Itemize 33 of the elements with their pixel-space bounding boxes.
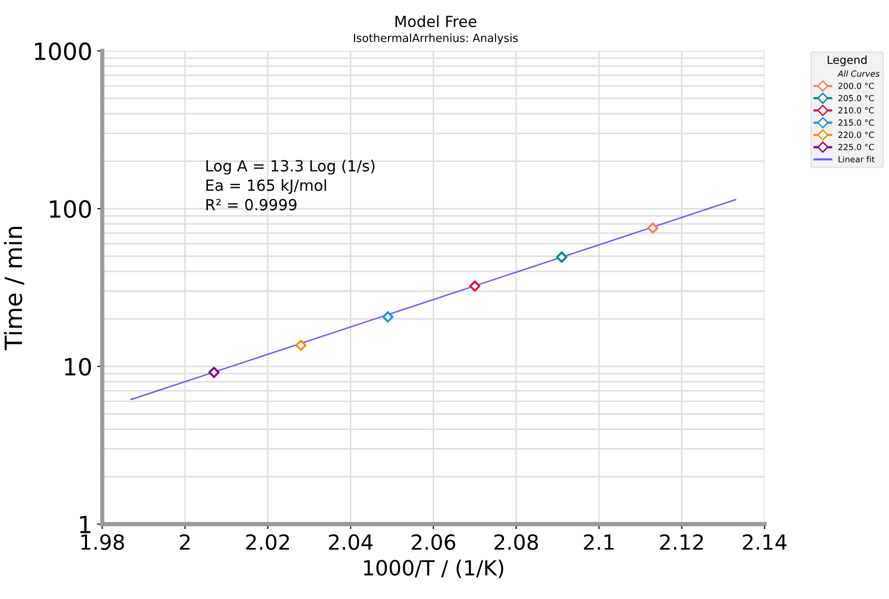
- y-tick-label: 1: [80, 516, 90, 534]
- y-axis-title: Time / min: [4, 226, 24, 350]
- annotation: Log A = 13.3 Log (1/s) Ea = 165 kJ/mol R² = 0.9999: [206, 160, 374, 210]
- x-tick-label: 2.04: [328, 534, 373, 550]
- legend-label: 200.0 °C: [838, 82, 874, 90]
- x-tick-label: 2.1: [584, 534, 614, 550]
- x-tick-label: 2.02: [246, 534, 289, 550]
- legend-label: 225.0 °C: [838, 144, 874, 150]
- legend-label: 215.0 °C: [838, 119, 874, 126]
- chart-title: Model Free: [396, 15, 476, 28]
- point: [556, 251, 568, 263]
- point: [382, 311, 394, 323]
- point: [208, 366, 220, 378]
- point: [295, 340, 307, 351]
- point: [469, 280, 480, 292]
- legend-label: 205.0 °C: [838, 94, 874, 102]
- x-tick-label: 1.98: [81, 534, 124, 550]
- legend-label: 210.0 °C: [838, 107, 874, 114]
- y-tick-label: 100: [50, 200, 91, 218]
- legend-label: Linear fit: [838, 156, 875, 162]
- legend-label: 220.0 °C: [838, 132, 874, 138]
- x-tick-label: 2.06: [412, 534, 456, 550]
- y-tick-label: 10: [65, 358, 91, 376]
- x-axis-title: 1000/T / (1/K): [364, 560, 504, 578]
- text: All Curves: [837, 70, 880, 77]
- x-tick-label: 2.12: [660, 534, 703, 550]
- x-tick-label: 2: [180, 534, 190, 550]
- point: [647, 222, 658, 234]
- legend-title: Legend: [828, 55, 866, 66]
- y-tick-label: 1000: [35, 42, 91, 60]
- x-tick-label: 2.08: [494, 534, 538, 550]
- chart-subtitle: IsothermalArrhenius: Analysis: [354, 33, 518, 44]
- x-tick-label: 2.14: [742, 534, 787, 550]
